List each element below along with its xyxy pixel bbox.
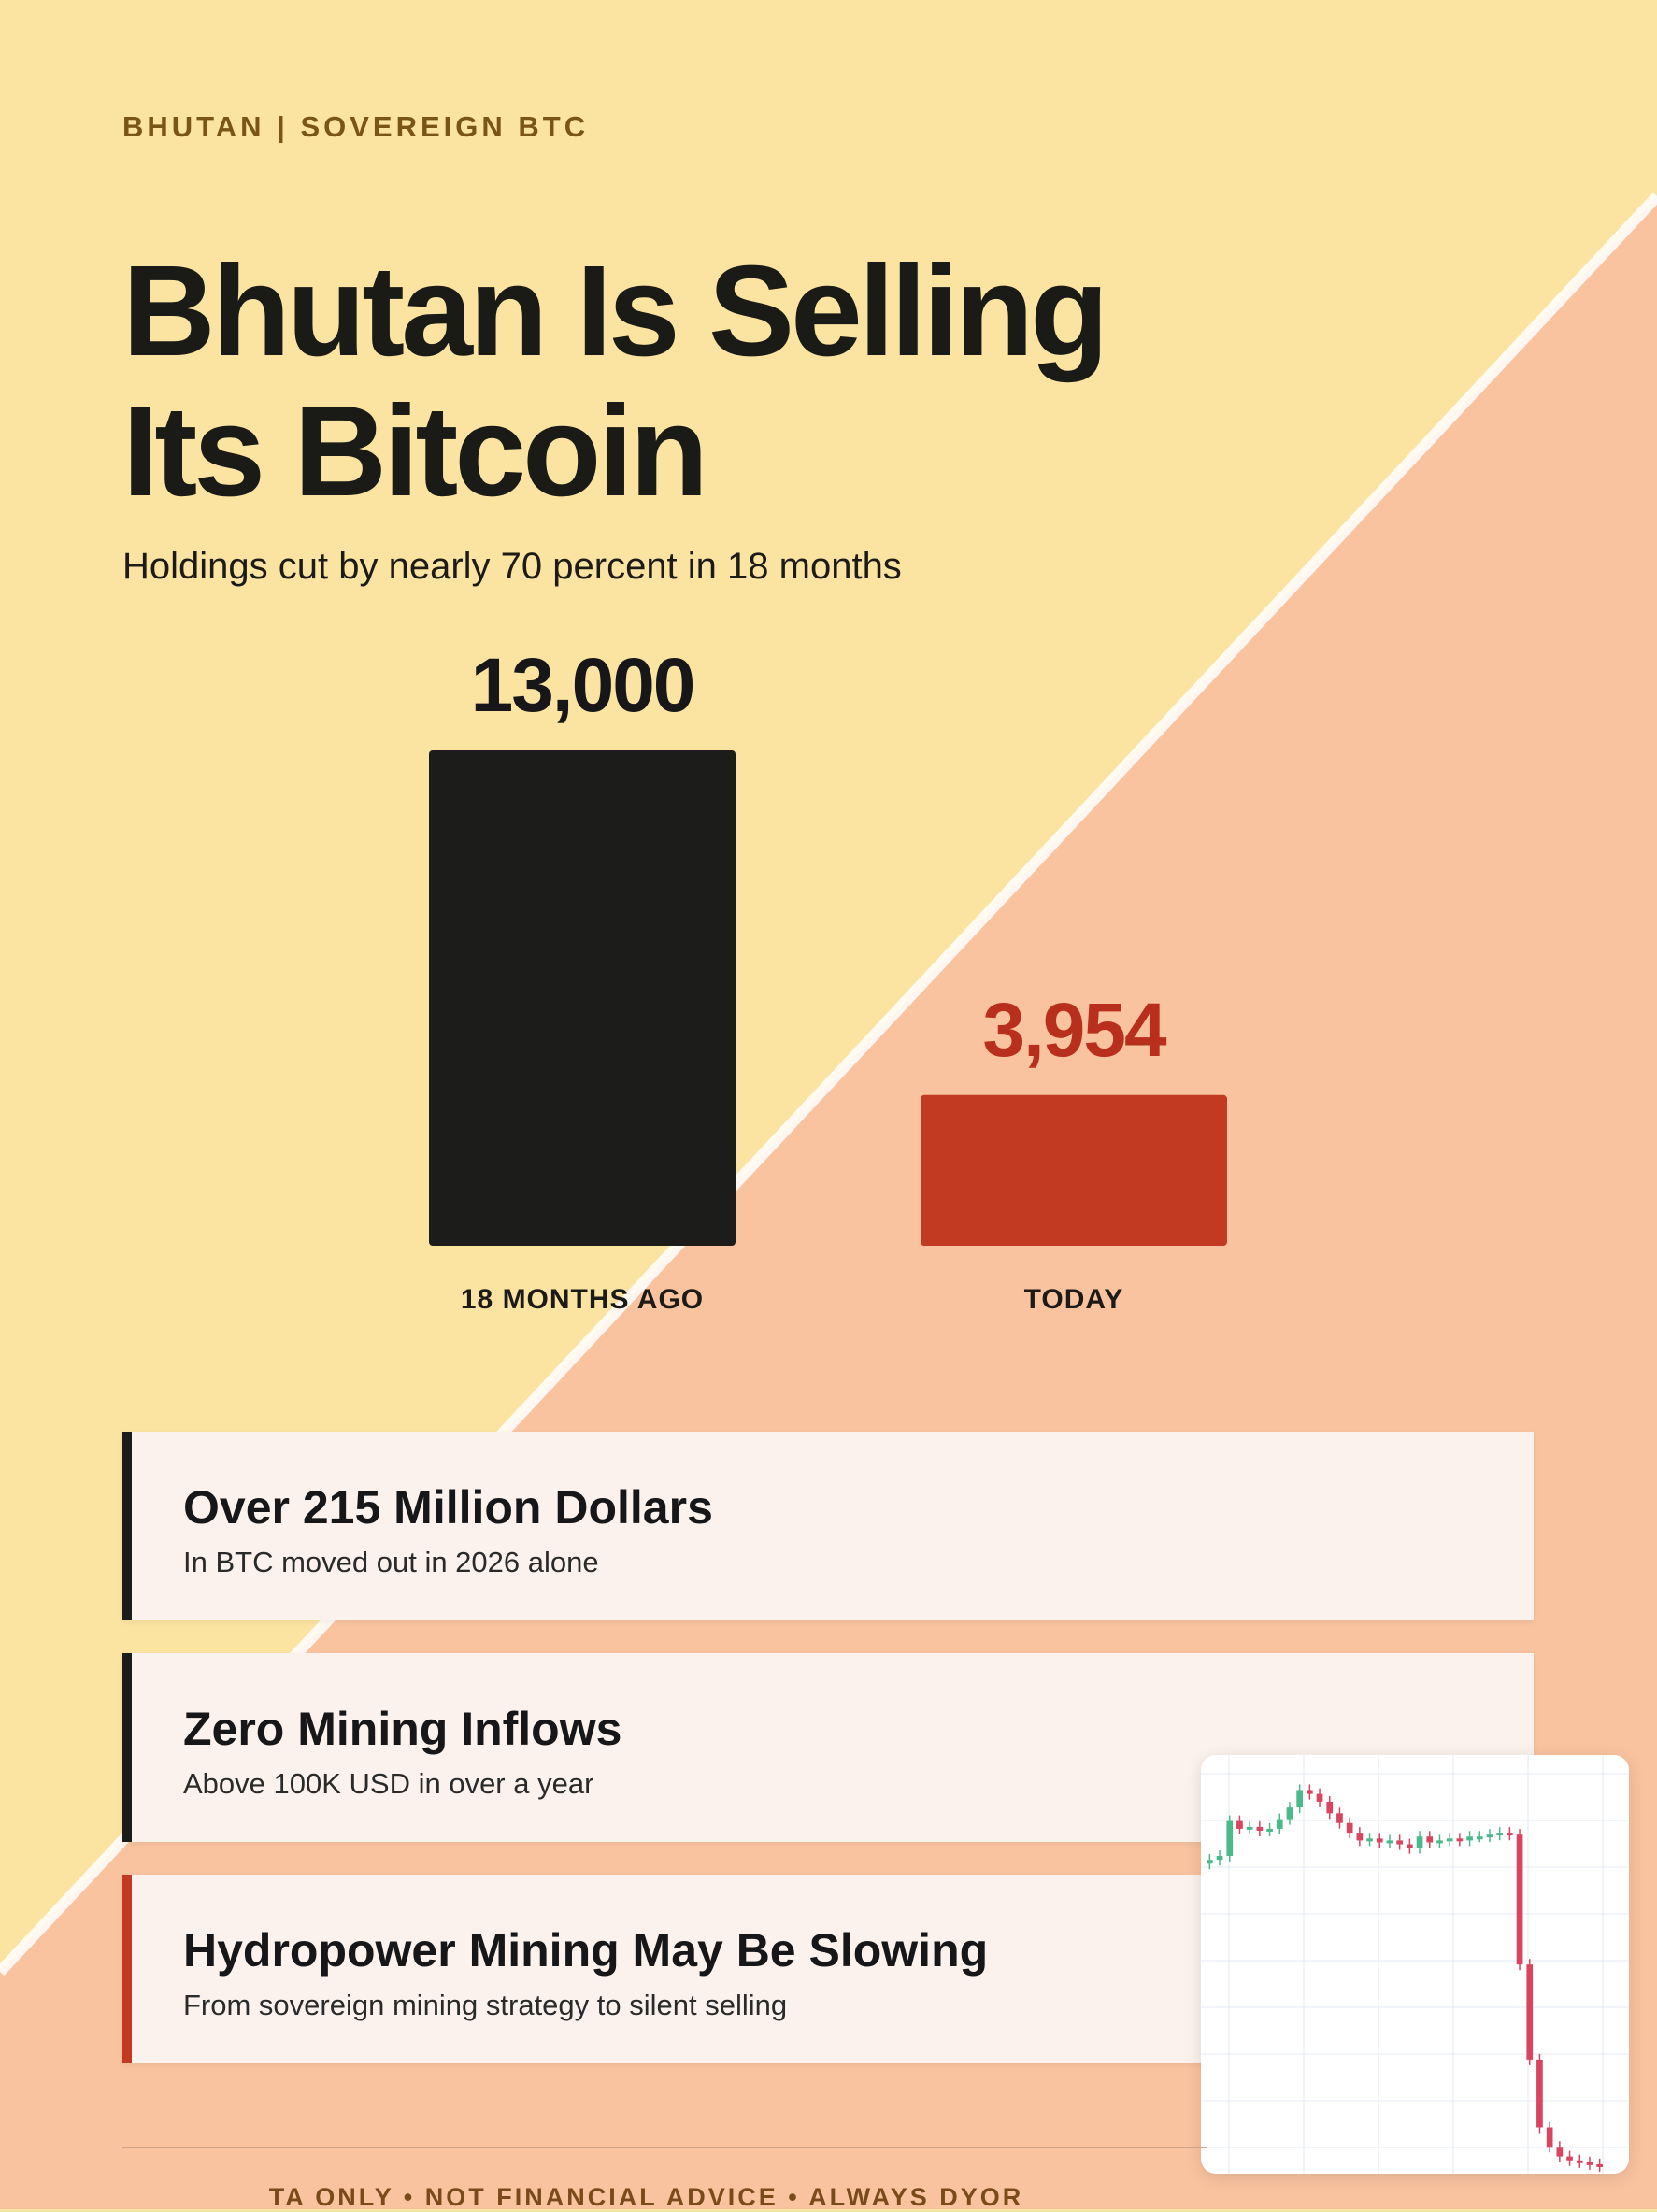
candle-body [1516,1834,1523,1965]
candle-body [1346,1822,1353,1834]
candle-body [1556,2147,1564,2157]
bar-value-label: 3,954 [982,988,1167,1073]
bar-category-label: 18 MONTHS AGO [461,1284,704,1315]
candle-body [1536,2059,1543,2128]
candle-body [1476,1836,1483,1840]
candle-body [1256,1826,1264,1832]
candle-body [1407,1844,1413,1848]
candle-body [1336,1813,1343,1823]
candle-body [1396,1840,1403,1845]
footer-disclaimer: TA ONLY • NOT FINANCIAL ADVICE • ALWAYS … [268,2183,1024,2211]
candle-body [1246,1826,1253,1830]
candlestick-chart [1201,1755,1629,2174]
price-chart-thumbnail [1201,1755,1629,2174]
candle-body [1307,1790,1313,1794]
candle-body [1486,1834,1493,1838]
kicker-label: BHUTAN | SOVEREIGN BTC [122,110,590,143]
stat-card-subtitle: From sovereign mining strategy to silent… [183,1989,788,2021]
title-line-1: Bhutan Is Selling [122,239,1108,383]
candle-body [1286,1807,1293,1820]
candle-body [1226,1820,1234,1856]
candle-body [1416,1836,1423,1848]
title-line-2: Its Bitcoin [122,379,708,523]
stat-card-subtitle: In BTC moved out in 2026 alone [183,1546,599,1578]
candle-body [1366,1838,1373,1842]
candle-body [1566,2156,1573,2161]
bar-category-label: TODAY [1024,1284,1124,1315]
candle-body [1376,1838,1383,1843]
page-title: Bhutan Is Selling Its Bitcoin [122,241,1150,521]
candle-body [1426,1836,1434,1843]
candle-body [1496,1833,1503,1836]
candle-body [1236,1820,1243,1829]
holdings-bar-chart: 13,000 18 MONTHS AGO 3,954 TODAY [429,643,1227,1315]
candle-body [1276,1819,1283,1829]
candle-body [1316,1793,1323,1802]
candle-body [1507,1833,1513,1836]
footer-divider [122,2147,1207,2148]
candle-body [1456,1838,1464,1842]
candle-body [1586,2162,1593,2165]
candle-body [1466,1836,1473,1841]
bar-past [429,750,736,1246]
candle-body [1296,1790,1303,1808]
page-subtitle: Holdings cut by nearly 70 percent in 18 … [122,546,902,587]
stat-card: Over 215 Million Dollars In BTC moved ou… [122,1432,1534,1620]
candle-body [1526,1964,1534,2060]
candle-body [1326,1801,1334,1814]
bar-today [921,1094,1227,1246]
candle-body [1207,1860,1213,1864]
candle-body [1356,1833,1364,1841]
candle-body [1596,2163,1603,2167]
stat-card-title: Hydropower Mining May Be Slowing [183,1924,989,1977]
stat-card-title: Zero Mining Inflows [183,1703,622,1755]
bar-value-label: 13,000 [471,643,694,728]
candle-body [1386,1840,1393,1844]
candle-body [1266,1828,1273,1832]
candle-body [1446,1838,1453,1842]
candle-body [1576,2160,1583,2163]
candle-body [1436,1840,1443,1844]
stat-card-title: Over 215 Million Dollars [183,1481,713,1534]
candle-body [1546,2127,1553,2148]
candle-body [1216,1856,1223,1861]
stat-card-subtitle: Above 100K USD in over a year [183,1767,594,1800]
